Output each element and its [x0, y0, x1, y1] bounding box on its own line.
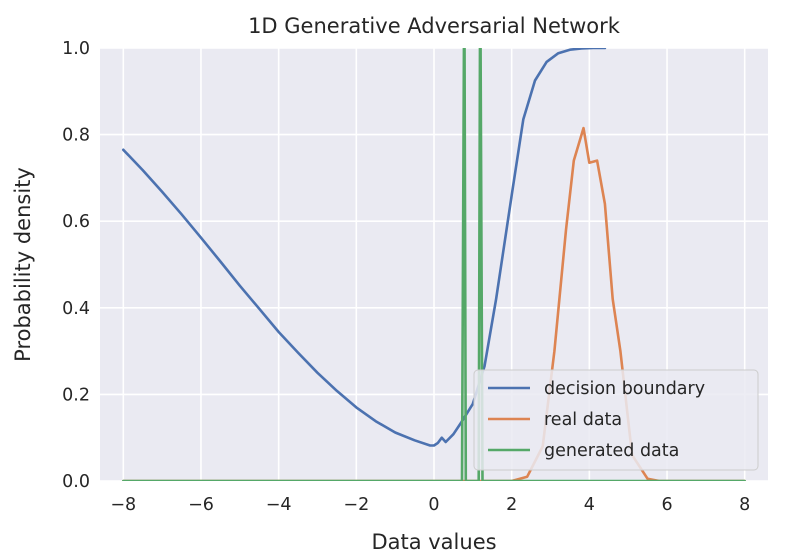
legend-entry-label: decision boundary: [544, 379, 705, 399]
x-tick-label: −6: [188, 495, 214, 515]
x-tick-label: 0: [428, 495, 439, 515]
x-tick-label: 2: [506, 495, 517, 515]
x-axis-label: Data values: [371, 530, 496, 554]
y-tick-label: 1.0: [62, 39, 90, 59]
y-tick-label: 0.0: [62, 472, 90, 492]
x-tick-label: −4: [266, 495, 292, 515]
y-tick-label: 0.8: [62, 126, 90, 146]
y-axis-label: Probability density: [11, 167, 35, 362]
legend-entry-label: real data: [544, 410, 622, 430]
x-tick-label: −2: [343, 495, 369, 515]
y-tick-label: 0.6: [62, 212, 90, 232]
y-tick-label: 0.4: [62, 299, 90, 319]
x-tick-label: 8: [739, 495, 750, 515]
x-tick-label: 6: [661, 495, 672, 515]
x-tick-label: 4: [584, 495, 595, 515]
legend: decision boundary real data generated data: [473, 369, 759, 471]
tick-labels: −8 −6 −4 −2 0 2 4 6 8 0.0 0.2 0.4 0.6 0.8 1.0: [62, 39, 750, 515]
series-line-decision-boundary: [122, 48, 607, 447]
x-tick-label: −8: [110, 495, 136, 515]
legend-frame: [473, 369, 759, 471]
legend-entry-label: generated data: [544, 441, 679, 461]
chart-title: 1D Generative Adversarial Network: [248, 14, 621, 38]
y-tick-label: 0.2: [62, 385, 90, 405]
